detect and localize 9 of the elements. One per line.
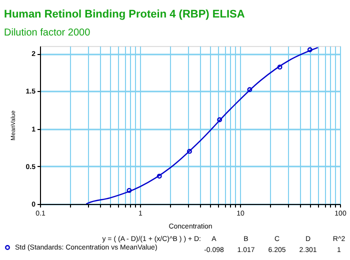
point: [307, 47, 312, 52]
point: [126, 188, 132, 193]
point: [217, 117, 222, 122]
point: [277, 64, 282, 70]
point: [187, 148, 192, 154]
chart-subtitle: Dilution factor 2000: [4, 27, 91, 38]
point: [247, 87, 252, 92]
point: [156, 174, 162, 179]
chart-title: Human Retinol Binding Protein 4 (RBP) ELISA: [4, 8, 245, 20]
